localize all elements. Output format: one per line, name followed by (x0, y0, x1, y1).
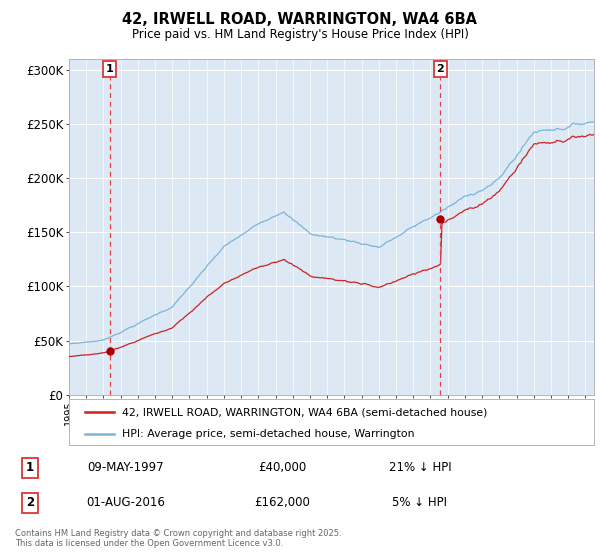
Text: 5% ↓ HPI: 5% ↓ HPI (392, 496, 448, 509)
Text: 42, IRWELL ROAD, WARRINGTON, WA4 6BA: 42, IRWELL ROAD, WARRINGTON, WA4 6BA (122, 12, 478, 27)
Text: Contains HM Land Registry data © Crown copyright and database right 2025.
This d: Contains HM Land Registry data © Crown c… (15, 529, 341, 548)
Text: £40,000: £40,000 (258, 461, 306, 474)
Text: Price paid vs. HM Land Registry's House Price Index (HPI): Price paid vs. HM Land Registry's House … (131, 28, 469, 41)
Text: 2: 2 (437, 64, 445, 74)
Text: £162,000: £162,000 (254, 496, 310, 509)
Text: 09-MAY-1997: 09-MAY-1997 (88, 461, 164, 474)
Text: 1: 1 (106, 64, 113, 74)
Text: 42, IRWELL ROAD, WARRINGTON, WA4 6BA (semi-detached house): 42, IRWELL ROAD, WARRINGTON, WA4 6BA (se… (121, 407, 487, 417)
Text: 01-AUG-2016: 01-AUG-2016 (86, 496, 166, 509)
Text: 1: 1 (26, 461, 34, 474)
Text: 21% ↓ HPI: 21% ↓ HPI (389, 461, 451, 474)
Text: HPI: Average price, semi-detached house, Warrington: HPI: Average price, semi-detached house,… (121, 429, 414, 438)
Text: 2: 2 (26, 496, 34, 509)
